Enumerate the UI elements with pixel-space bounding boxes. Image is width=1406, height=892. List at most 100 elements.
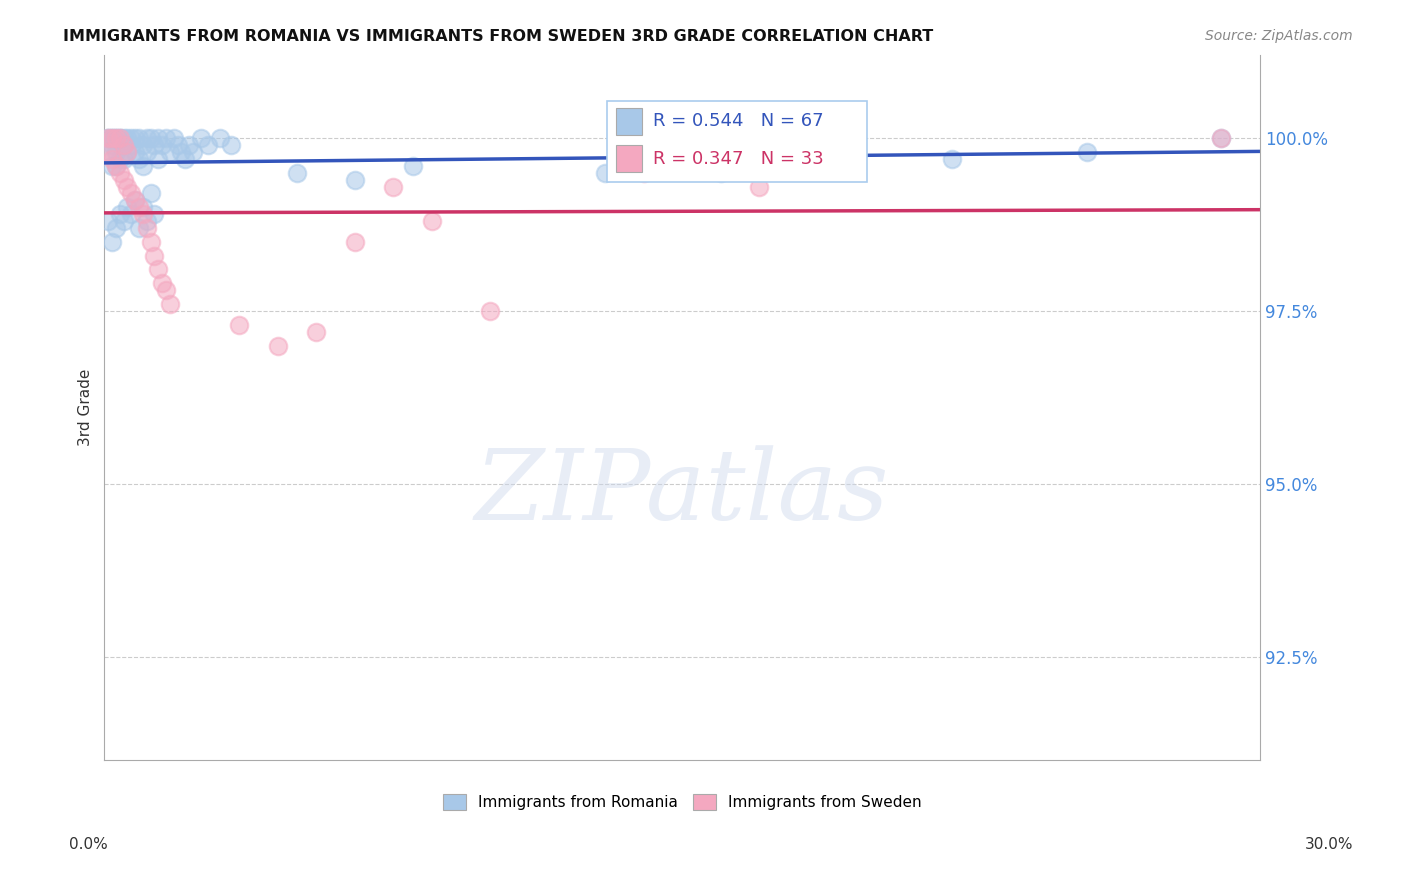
Point xyxy=(593,166,616,180)
Point xyxy=(135,214,157,228)
Point xyxy=(150,277,173,291)
Point xyxy=(285,166,308,180)
Text: R = 0.347   N = 33: R = 0.347 N = 33 xyxy=(654,150,824,168)
Text: ZIPatlas: ZIPatlas xyxy=(475,445,890,540)
Point xyxy=(135,131,157,145)
Point xyxy=(97,145,120,159)
Text: 30.0%: 30.0% xyxy=(1305,838,1353,852)
Point xyxy=(420,214,443,228)
Point xyxy=(101,138,124,153)
Point xyxy=(112,138,135,153)
Point xyxy=(108,131,131,145)
Point xyxy=(478,304,501,318)
Point xyxy=(101,131,124,145)
Point xyxy=(267,338,290,352)
FancyBboxPatch shape xyxy=(616,145,641,171)
Point xyxy=(124,194,146,208)
Point xyxy=(112,172,135,186)
Point xyxy=(117,200,139,214)
Point xyxy=(748,179,770,194)
Point xyxy=(104,159,127,173)
Point xyxy=(112,131,135,145)
Y-axis label: 3rd Grade: 3rd Grade xyxy=(79,369,93,447)
Point xyxy=(228,318,250,332)
Point xyxy=(108,131,131,145)
Point xyxy=(139,235,162,249)
Point xyxy=(166,138,188,153)
Point xyxy=(170,145,193,159)
Point xyxy=(120,138,142,153)
Point xyxy=(190,131,212,145)
Point xyxy=(155,131,177,145)
Point xyxy=(108,166,131,180)
Point xyxy=(139,186,162,201)
Point xyxy=(117,145,139,159)
Point xyxy=(112,214,135,228)
Point xyxy=(117,179,139,194)
Point xyxy=(221,138,243,153)
Point xyxy=(97,131,120,145)
Point xyxy=(163,131,186,145)
Point xyxy=(128,200,150,214)
Point xyxy=(159,145,181,159)
Point xyxy=(117,145,139,159)
Point xyxy=(112,138,135,153)
Text: 0.0%: 0.0% xyxy=(69,838,108,852)
Point xyxy=(120,186,142,201)
Point xyxy=(97,214,120,228)
Point xyxy=(174,152,197,166)
Point xyxy=(143,207,166,221)
Point xyxy=(128,131,150,145)
Point xyxy=(181,145,204,159)
Point xyxy=(382,179,405,194)
Point xyxy=(112,152,135,166)
Point xyxy=(101,152,124,166)
Point xyxy=(108,152,131,166)
FancyBboxPatch shape xyxy=(616,108,641,135)
Point xyxy=(104,221,127,235)
Legend: Immigrants from Romania, Immigrants from Sweden: Immigrants from Romania, Immigrants from… xyxy=(436,788,928,816)
Point xyxy=(132,200,155,214)
Point xyxy=(120,131,142,145)
Point xyxy=(343,172,366,186)
Point xyxy=(1076,145,1098,159)
Point xyxy=(135,221,157,235)
Text: IMMIGRANTS FROM ROMANIA VS IMMIGRANTS FROM SWEDEN 3RD GRADE CORRELATION CHART: IMMIGRANTS FROM ROMANIA VS IMMIGRANTS FR… xyxy=(63,29,934,44)
Point xyxy=(208,131,231,145)
Point xyxy=(101,235,124,249)
Point xyxy=(132,159,155,173)
Point xyxy=(104,159,127,173)
Point xyxy=(101,159,124,173)
Point xyxy=(104,131,127,145)
Point xyxy=(1211,131,1233,145)
Point xyxy=(124,145,146,159)
Point xyxy=(305,325,328,339)
Point xyxy=(97,131,120,145)
Text: R = 0.544   N = 67: R = 0.544 N = 67 xyxy=(654,112,824,129)
Point xyxy=(143,249,166,263)
Point xyxy=(139,131,162,145)
Point xyxy=(104,145,127,159)
Point xyxy=(124,194,146,208)
Point xyxy=(97,145,120,159)
Point xyxy=(135,145,157,159)
Point xyxy=(128,152,150,166)
Point xyxy=(104,131,127,145)
Point xyxy=(117,131,139,145)
Point xyxy=(633,166,655,180)
Point xyxy=(197,138,219,153)
Point xyxy=(132,207,155,221)
Point xyxy=(104,131,127,145)
Text: Source: ZipAtlas.com: Source: ZipAtlas.com xyxy=(1205,29,1353,43)
Point xyxy=(124,131,146,145)
Point xyxy=(108,131,131,145)
Point xyxy=(148,131,170,145)
Point xyxy=(143,138,166,153)
Point xyxy=(710,166,733,180)
Point xyxy=(179,138,201,153)
Point xyxy=(108,207,131,221)
Point xyxy=(343,235,366,249)
Point xyxy=(159,297,181,311)
Point xyxy=(941,152,963,166)
Point xyxy=(101,131,124,145)
